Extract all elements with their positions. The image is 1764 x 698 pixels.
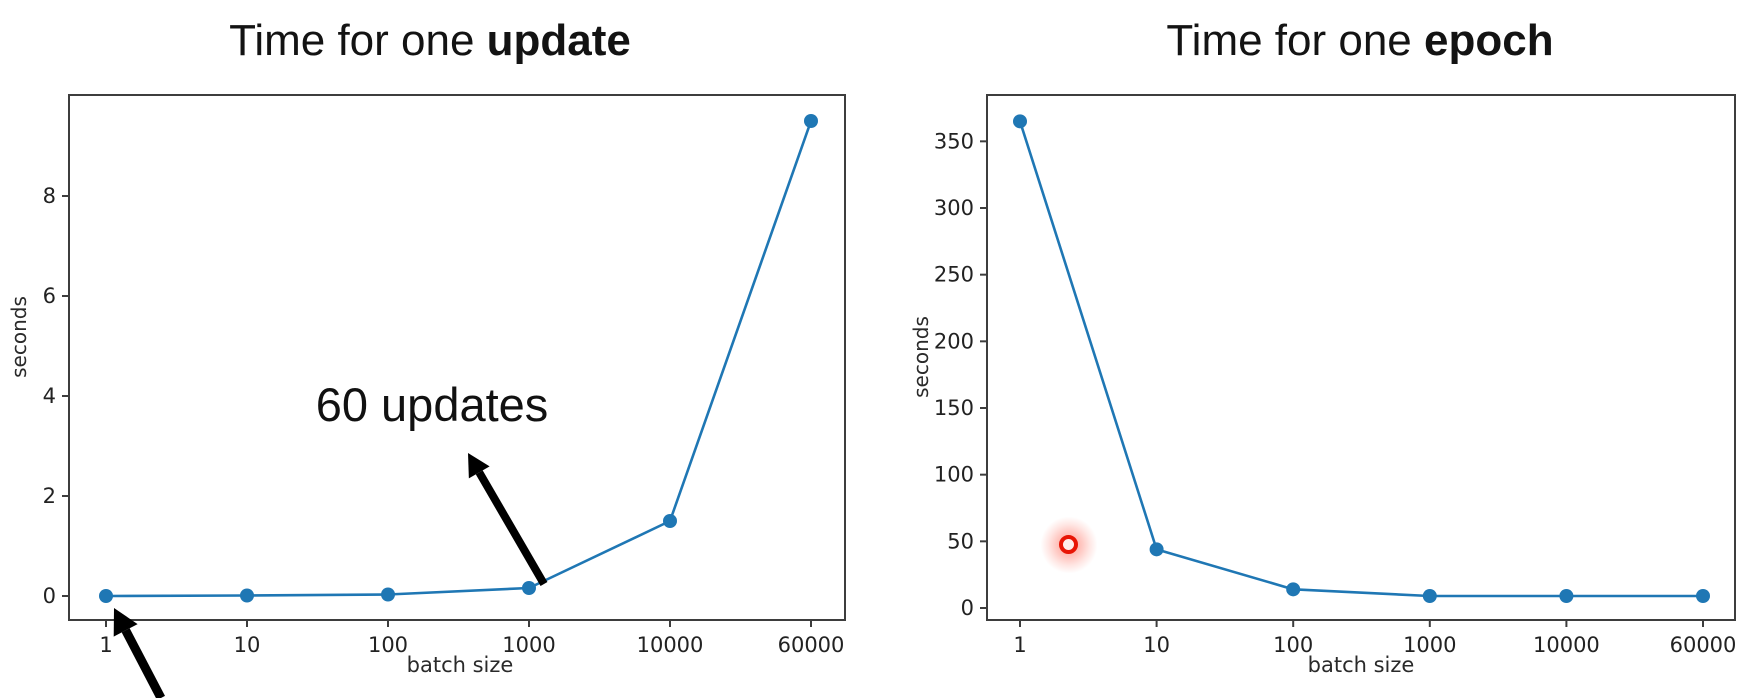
y-tick-label: 6 [43,284,56,308]
data-point [240,588,254,603]
series-line [1018,120,1703,598]
x-tick-label: 100 [368,633,408,657]
x-axis-label-epoch: batch size [1307,653,1415,677]
data-point [804,114,818,128]
x-tick-label: 1 [1013,633,1026,657]
x-tick-label: 1000 [502,633,555,657]
annotation-arrowhead [468,453,490,479]
plot-border [68,94,846,621]
y-tick-label: 300 [934,196,974,220]
data-point [381,587,395,602]
laser-pointer-dot [1059,535,1078,554]
y-tick-label: 4 [43,384,56,408]
title-emph: update [486,16,631,65]
y-axis-label-epoch: seconds [909,316,933,398]
data-point [1559,589,1574,603]
data-point [1149,542,1164,557]
plot-border [986,94,1736,621]
series-line [105,120,813,598]
annotation-arrowhead [113,608,138,637]
annotation-60-updates: 60 updates [315,378,549,431]
chart-title-epoch: Time for one epoch [1050,16,1670,66]
chart-title-update: Time for one update [120,16,740,66]
title-prefix: Time for one [1166,16,1424,65]
data-point [1286,582,1301,597]
y-tick-label: 2 [43,484,56,508]
y-tick-label: 250 [934,263,974,287]
title-emph: epoch [1424,16,1554,65]
y-tick-label: 8 [43,184,56,208]
x-tick-label: 1 [99,633,112,657]
data-point [1422,589,1437,603]
x-tick-label: 60000 [778,633,845,657]
y-tick-label: 0 [961,596,974,620]
y-tick-label: 150 [934,396,974,420]
x-axis-label-update: batch size [406,653,514,677]
laser-pointer-glow [1041,517,1097,573]
x-tick-label: 1000 [1403,633,1456,657]
y-tick-label: 0 [43,584,56,608]
x-tick-label: 10000 [1533,633,1600,657]
x-tick-label: 10 [234,633,261,657]
y-tick-label: 200 [934,329,974,353]
data-point [1013,114,1027,129]
y-tick-label: 50 [947,529,974,553]
annotation-arrow-shaft [475,470,548,587]
x-tick-label: 10 [1143,633,1170,657]
data-point [1696,589,1710,603]
x-tick-label: 10000 [637,633,704,657]
y-tick-label: 100 [934,463,974,487]
title-prefix: Time for one [229,16,487,65]
y-axis-label-update: seconds [7,296,31,378]
data-point [522,581,536,595]
y-tick-label: 350 [934,129,974,153]
x-tick-label: 60000 [1670,633,1737,657]
annotation-arrow-shaft [121,628,165,698]
data-point [99,589,113,603]
data-point [663,514,677,528]
x-tick-label: 100 [1273,633,1313,657]
